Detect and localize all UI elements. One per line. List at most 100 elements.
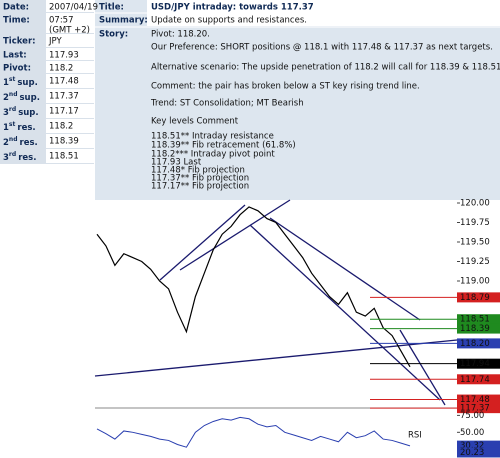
price-tag bbox=[457, 338, 500, 349]
story-line: Alternative scenario: The upside penetra… bbox=[151, 63, 500, 73]
value-cell bbox=[46, 149, 94, 163]
label-sup: st bbox=[9, 121, 16, 128]
label-num: 2 bbox=[3, 93, 9, 103]
label-text: res. bbox=[20, 138, 38, 148]
row-value: 117.17 bbox=[49, 107, 79, 117]
price-tag bbox=[457, 374, 500, 385]
story-line: 118.39** Fib retracement (61.8%) bbox=[151, 141, 296, 151]
rsi-tick-label: 50.00 bbox=[460, 428, 484, 438]
row-value: 118.51 bbox=[49, 152, 79, 162]
header-bg bbox=[95, 0, 500, 200]
price-tag bbox=[457, 358, 500, 369]
label-num: 1 bbox=[3, 123, 9, 133]
price-tag-label: 118.79 bbox=[460, 293, 490, 303]
story-line: Our Preference: SHORT positions @ 118.1 … bbox=[151, 43, 493, 53]
value-cell bbox=[46, 89, 94, 103]
story-line: Trend: ST Consolidation; MT Bearish bbox=[150, 99, 304, 109]
label-num: 2 bbox=[3, 138, 9, 148]
rsi-tag bbox=[457, 447, 500, 458]
rsi-line bbox=[96, 416, 411, 448]
row-value: 118.39 bbox=[49, 137, 79, 147]
row-label: Last: bbox=[3, 51, 27, 61]
y-tick-label: 119.50 bbox=[460, 238, 490, 248]
rsi-tick-label: 75.00 bbox=[460, 411, 484, 421]
label-text: res. bbox=[18, 153, 36, 163]
row-value: 117.48 bbox=[49, 77, 79, 87]
story-line: 118.2*** Intraday pivot point bbox=[151, 150, 275, 160]
value-cell bbox=[46, 34, 94, 47]
story-line: 117.37** Fib projection bbox=[151, 174, 249, 184]
row-value: 117.37 bbox=[49, 92, 79, 102]
row-label: Pivot: bbox=[3, 64, 31, 74]
story-label: Story: bbox=[99, 30, 128, 40]
story-line: 117.48* Fib projection bbox=[151, 166, 245, 176]
row-value: JPY bbox=[48, 37, 62, 47]
story-line: Key levels Comment bbox=[151, 117, 239, 127]
price-line bbox=[96, 206, 411, 368]
story-line: 118.51** Intraday resistance bbox=[151, 132, 274, 142]
row-label: 1st res. bbox=[3, 121, 36, 133]
summary-label: Summary: bbox=[99, 16, 148, 26]
price-tag bbox=[457, 394, 500, 405]
value-cell bbox=[46, 134, 94, 148]
price-tag bbox=[457, 314, 500, 325]
row-value: 2007/04/19 bbox=[49, 3, 98, 13]
label-sup: rd bbox=[9, 106, 16, 113]
row-label: 3rd sup. bbox=[3, 106, 39, 118]
rsi-tag bbox=[457, 440, 500, 451]
label-text: sup. bbox=[20, 93, 40, 103]
row-value: 118.2 bbox=[49, 122, 73, 132]
story-line: 117.93 Last bbox=[151, 158, 202, 168]
story-line: 117.17** Fib projection bbox=[151, 182, 249, 192]
y-tick-label: 120.00 bbox=[460, 199, 490, 209]
row-label: 1st sup. bbox=[3, 76, 38, 88]
summary: Update on supports and resistances. bbox=[151, 16, 307, 26]
row-label: Time: bbox=[3, 16, 30, 26]
label-sup: nd bbox=[9, 136, 18, 143]
price-tag bbox=[457, 403, 500, 414]
label-sup: nd bbox=[9, 91, 18, 98]
row-value: 118.2 bbox=[49, 64, 73, 74]
rsi-tag-label: 30.32 bbox=[460, 441, 484, 451]
row-label: 2nd res. bbox=[3, 136, 38, 148]
trend-lines bbox=[94, 199, 458, 406]
row-label: Date: bbox=[3, 3, 29, 13]
label-sup: rd bbox=[9, 151, 16, 158]
title-label: Title: bbox=[99, 3, 124, 13]
row-value: 07:57 bbox=[49, 16, 74, 26]
y-tick-label: 119.75 bbox=[460, 218, 490, 228]
row-label: Ticker: bbox=[3, 37, 36, 47]
rsi-tag-label: 20.23 bbox=[460, 448, 484, 458]
price-tag-label: 117.37 bbox=[460, 404, 490, 414]
story-line: Pivot: 118.20. bbox=[151, 30, 210, 40]
label-text: sup. bbox=[17, 78, 37, 88]
value-cell bbox=[46, 48, 94, 60]
price-tag-label: 118.39 bbox=[460, 324, 490, 334]
y-tick-label: 119.00 bbox=[460, 277, 490, 287]
row-label: 2nd sup. bbox=[3, 91, 40, 103]
label-num: 1 bbox=[3, 78, 9, 88]
value-cell bbox=[46, 0, 94, 12]
label-text: res. bbox=[17, 123, 35, 133]
value-cell bbox=[46, 13, 94, 33]
row-value: (GMT +2) bbox=[49, 26, 90, 36]
price-tag bbox=[457, 292, 500, 303]
value-cell bbox=[46, 61, 94, 73]
value-cell bbox=[46, 104, 94, 118]
label-text: sup. bbox=[18, 108, 38, 118]
price-tag-label: 118.20 bbox=[460, 339, 490, 349]
label-sup: st bbox=[9, 76, 16, 83]
value-cell bbox=[46, 119, 94, 133]
row-label: 3rd res. bbox=[3, 151, 36, 163]
label-num: 3 bbox=[3, 153, 9, 163]
price-tag-label: 118.51 bbox=[460, 315, 490, 325]
y-tick-label: 119.25 bbox=[460, 257, 490, 267]
price-tag-label: 117.74 bbox=[460, 375, 490, 385]
price-tag bbox=[457, 323, 500, 334]
price-tag-label: 117.48 bbox=[460, 395, 490, 405]
rsi-label: RSI bbox=[408, 431, 422, 441]
story-line: Comment: the pair has broken below a ST … bbox=[151, 82, 420, 92]
label-num: 3 bbox=[3, 108, 9, 118]
